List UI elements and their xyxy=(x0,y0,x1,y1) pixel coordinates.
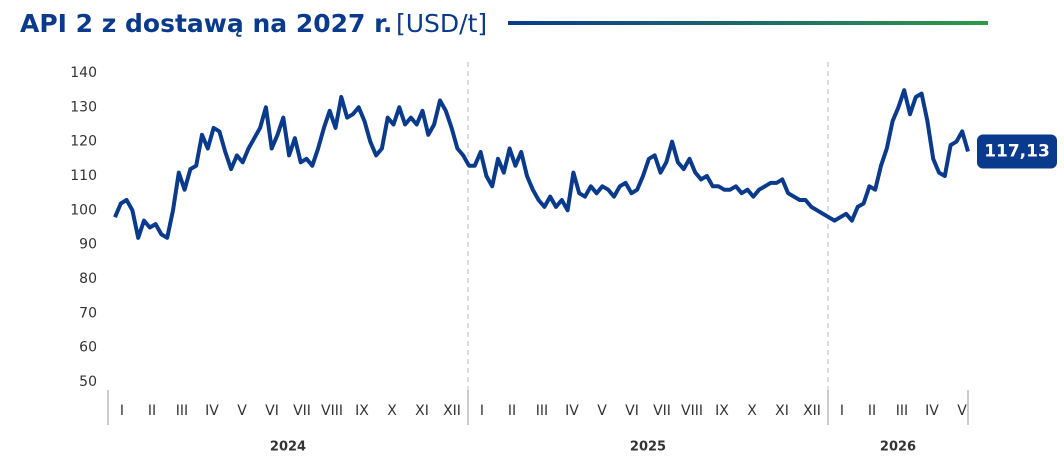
last-value-label: 117,13 xyxy=(984,142,1050,162)
x-tick-label: V xyxy=(237,403,247,419)
y-tick-label: 120 xyxy=(70,134,97,150)
x-tick-label: XI xyxy=(775,403,789,419)
x-tick-label: VI xyxy=(625,403,639,419)
x-tick-label: X xyxy=(387,403,397,419)
x-tick-label: XII xyxy=(803,403,821,419)
x-tick-label: VIII xyxy=(681,403,703,419)
y-tick-label: 70 xyxy=(79,305,97,321)
last-value-box xyxy=(977,134,1057,169)
x-tick-label: I xyxy=(840,403,844,419)
title-rule xyxy=(508,21,988,25)
x-tick-label: VI xyxy=(265,403,279,419)
x-tick-label: II xyxy=(508,403,516,419)
x-tick-label: III xyxy=(536,403,548,419)
x-tick-label: III xyxy=(176,403,188,419)
y-tick-label: 110 xyxy=(70,168,97,184)
y-tick-label: 100 xyxy=(70,202,97,218)
x-tick-label: V xyxy=(597,403,607,419)
y-tick-label: 140 xyxy=(70,65,97,81)
unit-label: [USD/t] xyxy=(396,9,487,38)
x-tick-label: XII xyxy=(443,403,461,419)
x-tick-label: III xyxy=(896,403,908,419)
y-tick-label: 80 xyxy=(79,271,97,287)
x-tick-label: I xyxy=(480,403,484,419)
year-label: 2025 xyxy=(630,440,666,455)
x-tick-label: IX xyxy=(715,403,729,419)
y-tick-label: 90 xyxy=(79,237,97,253)
x-tick-label: VII xyxy=(653,403,671,419)
x-tick-label: I xyxy=(120,403,124,419)
x-tick-label: IV xyxy=(925,403,939,419)
x-tick-label: IV xyxy=(565,403,579,419)
x-tick-label: IV xyxy=(205,403,219,419)
year-label: 2024 xyxy=(270,440,306,455)
year-label: 2026 xyxy=(880,440,916,455)
y-tick-label: 60 xyxy=(79,340,97,356)
x-tick-label: VIII xyxy=(321,403,343,419)
y-tick-label: 50 xyxy=(79,374,97,390)
x-tick-label: XI xyxy=(415,403,429,419)
x-tick-label: II xyxy=(148,403,156,419)
price-line xyxy=(113,88,970,240)
x-tick-label: V xyxy=(957,403,967,419)
y-tick-label: 130 xyxy=(70,99,97,115)
x-tick-label: IX xyxy=(355,403,369,419)
x-tick-label: VII xyxy=(293,403,311,419)
x-tick-label: X xyxy=(747,403,757,419)
x-tick-label: II xyxy=(868,403,876,419)
chart-title: API 2 z dostawą na 2027 r. xyxy=(20,9,392,38)
